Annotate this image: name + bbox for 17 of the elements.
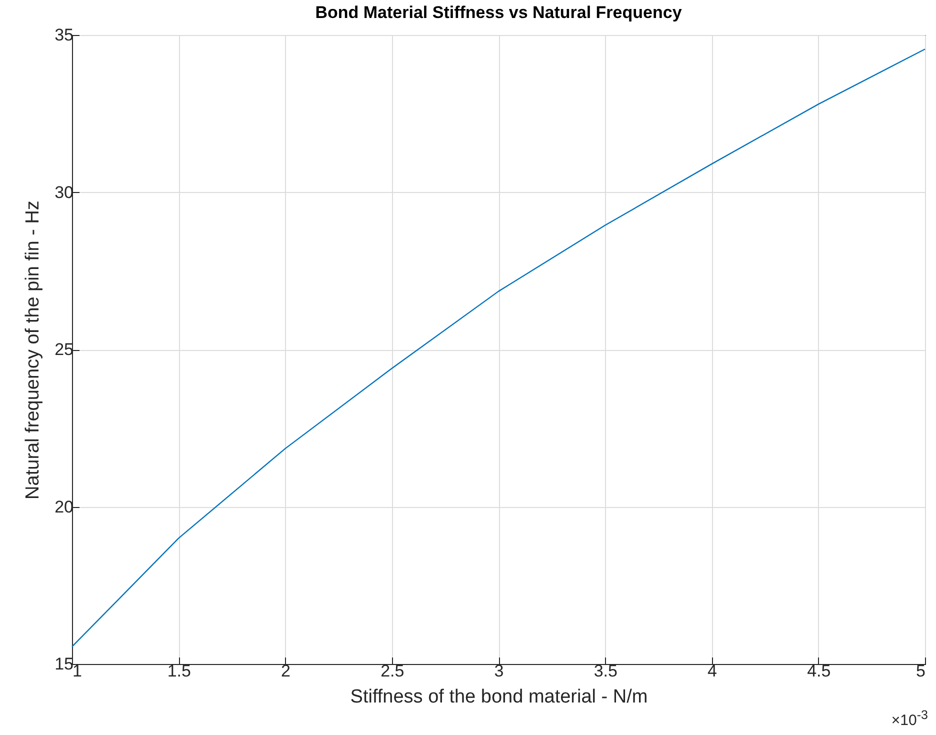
y-axis-title: Natural frequency of the pin fin - Hz	[22, 200, 44, 500]
x-tick-label: 5	[916, 662, 926, 680]
x-tick-label: 1.5	[167, 662, 191, 680]
y-tick-label: 15	[54, 654, 74, 674]
x-tick-label: 3	[494, 662, 504, 680]
x-tick-label: 3.5	[594, 662, 618, 680]
text: ×10$^{-3}$	[891, 708, 928, 729]
y-tick-label: 25	[54, 340, 74, 359]
x-tick-label: 4	[708, 662, 717, 680]
x-axis-title: Stiffness of the bond material - N/m	[350, 686, 648, 708]
x-tick-label: 2.5	[380, 662, 404, 680]
x-tick-label: 2	[281, 662, 290, 680]
y-tick-label: 35	[54, 26, 74, 44]
x-tick-label: 1	[72, 662, 82, 680]
line-series	[71, 48, 926, 648]
x-tick-label: 4.5	[807, 662, 831, 680]
chart-title: Bond Material Stiffness vs Natural Frequency	[315, 3, 682, 22]
